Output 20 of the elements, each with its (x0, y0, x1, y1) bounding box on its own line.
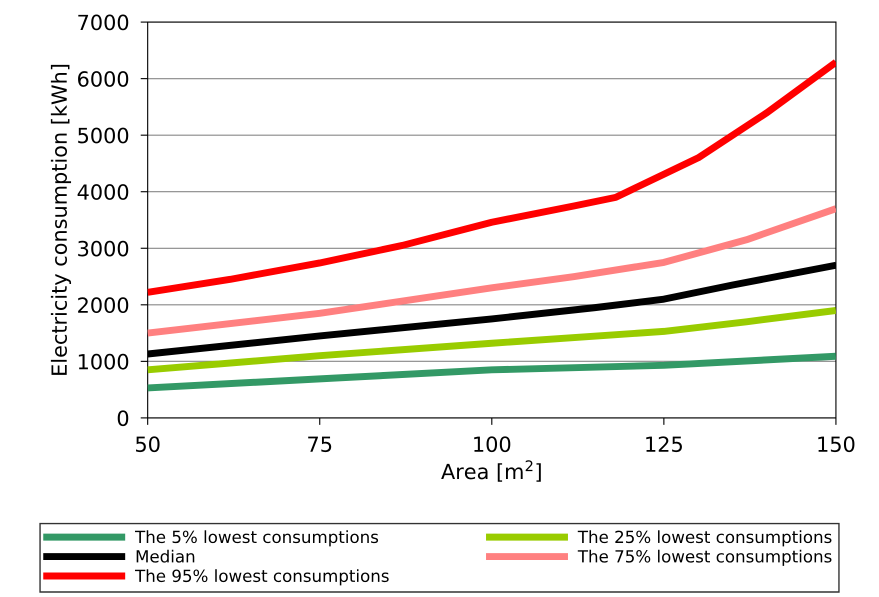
legend-label: The 75% lowest consumptions (578, 550, 832, 566)
x-tick-label: 125 (646, 436, 682, 452)
y-tick-label: 7000 (78, 14, 128, 30)
y-tick-label: 2000 (78, 297, 128, 314)
x-tick-label: 150 (818, 436, 854, 452)
y-axis-title: Electricity consumption [kWh] (50, 64, 72, 375)
x-tick-label: 75 (308, 436, 332, 452)
legend-label: The 5% lowest consumptions (134, 530, 378, 546)
x-axis-title: Area [m$^{2}$] (441, 460, 541, 482)
y-tick-label: 4000 (78, 184, 128, 200)
y-tick-label: 5000 (78, 128, 128, 144)
y-tick-label: 1000 (78, 354, 128, 370)
y-tick-label: 3000 (78, 240, 128, 256)
y-tick-label: 0 (118, 410, 128, 426)
y-tick-label: 6000 (78, 71, 128, 87)
x-tick-label: 100 (474, 436, 510, 452)
x-tick-label: 50 (136, 436, 160, 452)
legend-label: The 95% lowest consumptions (134, 569, 389, 586)
legend-label: Median (136, 550, 194, 563)
legend-label: The 25% lowest consumptions (578, 530, 832, 546)
